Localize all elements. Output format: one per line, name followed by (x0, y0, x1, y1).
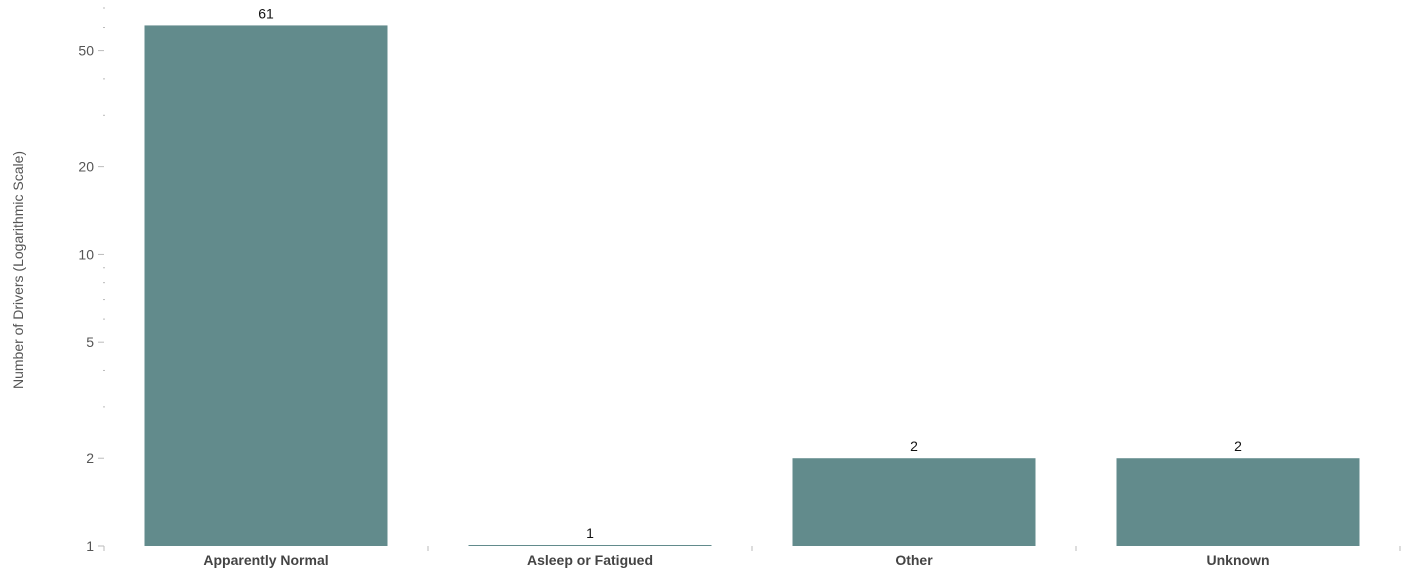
y-tick-label: 10 (78, 246, 94, 262)
bar (1116, 458, 1360, 546)
minor-ticks (103, 7, 105, 408)
y-tick-label: 2 (86, 450, 94, 466)
bar (468, 545, 712, 546)
x-axis (103, 546, 1401, 551)
bars (144, 25, 1360, 546)
x-tick-label: Other (895, 552, 933, 568)
x-tick-label: Unknown (1207, 552, 1270, 568)
bar (144, 25, 388, 546)
y-tick-label: 5 (86, 334, 94, 350)
data-label: 2 (910, 438, 918, 454)
data-labels: 61 1 2 2 (258, 5, 1242, 541)
bar (792, 458, 1036, 546)
data-label: 61 (258, 5, 274, 21)
x-tick-label: Apparently Normal (203, 552, 328, 568)
y-axis: 1 2 5 10 20 50 (78, 43, 104, 554)
data-label: 1 (586, 525, 594, 541)
x-tick-label: Asleep or Fatigued (527, 552, 653, 568)
y-tick-label: 20 (78, 159, 94, 175)
y-tick-label: 50 (78, 43, 94, 59)
category-labels: Apparently Normal Asleep or Fatigued Other… (203, 552, 1269, 568)
y-axis-title: Number of Drivers (Logarithmic Scale) (10, 151, 26, 389)
data-label: 2 (1234, 438, 1242, 454)
y-tick-label: 1 (86, 538, 94, 554)
